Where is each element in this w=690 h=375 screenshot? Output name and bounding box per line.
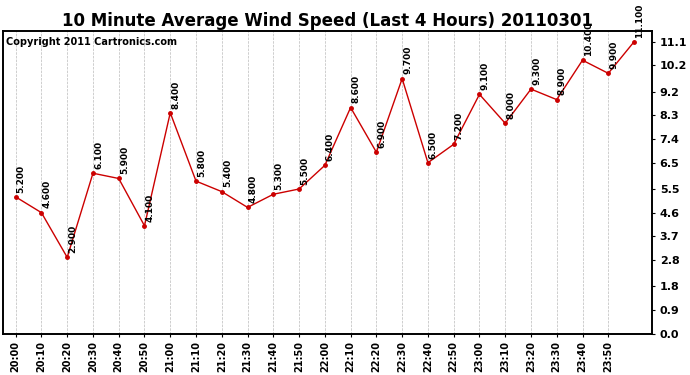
Text: Copyright 2011 Cartronics.com: Copyright 2011 Cartronics.com xyxy=(6,38,177,47)
Text: 10.400: 10.400 xyxy=(584,22,593,56)
Text: 6.500: 6.500 xyxy=(429,130,438,159)
Text: 7.200: 7.200 xyxy=(455,112,464,140)
Text: 8.900: 8.900 xyxy=(558,67,566,96)
Text: 9.300: 9.300 xyxy=(532,57,541,85)
Text: 6.400: 6.400 xyxy=(326,133,335,161)
Text: 9.100: 9.100 xyxy=(480,62,489,90)
Text: 5.300: 5.300 xyxy=(275,162,284,190)
Text: 5.200: 5.200 xyxy=(17,165,26,193)
Text: 9.700: 9.700 xyxy=(403,46,412,74)
Text: 11.100: 11.100 xyxy=(635,3,644,38)
Text: 8.600: 8.600 xyxy=(352,75,361,104)
Text: 6.100: 6.100 xyxy=(94,141,103,169)
Text: 5.400: 5.400 xyxy=(223,159,232,188)
Text: 6.900: 6.900 xyxy=(377,120,386,148)
Text: 4.800: 4.800 xyxy=(248,175,257,203)
Text: 8.000: 8.000 xyxy=(506,91,515,119)
Text: 4.600: 4.600 xyxy=(43,180,52,209)
Text: 5.500: 5.500 xyxy=(300,157,309,185)
Text: 8.400: 8.400 xyxy=(171,80,180,109)
Title: 10 Minute Average Wind Speed (Last 4 Hours) 20110301: 10 Minute Average Wind Speed (Last 4 Hou… xyxy=(62,12,593,30)
Text: 2.900: 2.900 xyxy=(68,225,77,253)
Text: 4.100: 4.100 xyxy=(146,194,155,222)
Text: 5.900: 5.900 xyxy=(120,146,129,174)
Text: 9.900: 9.900 xyxy=(609,41,618,69)
Text: 5.800: 5.800 xyxy=(197,149,206,177)
